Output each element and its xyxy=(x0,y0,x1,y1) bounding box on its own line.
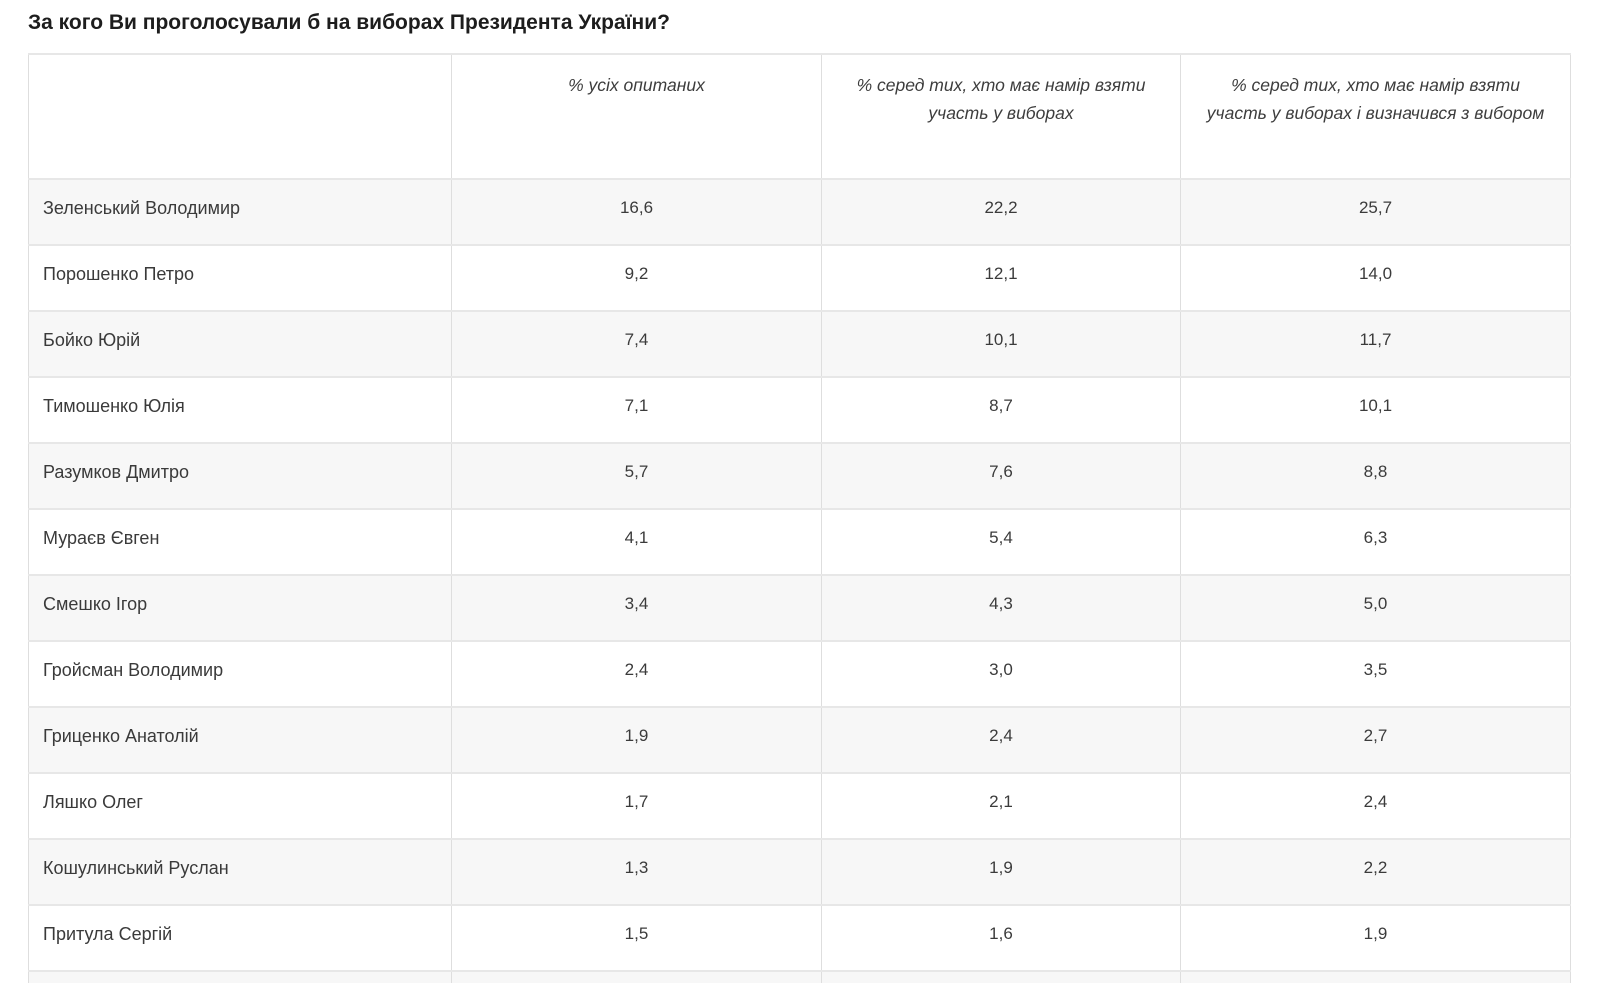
poll-table: % усіх опитаних % серед тих, хто має нам… xyxy=(28,53,1571,983)
pct-decided-value: 8,8 xyxy=(1180,442,1571,510)
candidate-name: Гриценко Анатолій xyxy=(28,706,452,774)
table-row: Зеленський Володимир 16,6 22,2 25,7 xyxy=(28,178,1571,246)
table-row: Тимошенко Юлія 7,1 8,7 10,1 xyxy=(28,376,1571,444)
candidate-name: Притула Сергій xyxy=(28,904,452,972)
pct-decided-value: 10,1 xyxy=(1180,376,1571,444)
pct-all-value: 4,1 xyxy=(451,508,822,576)
table-header: % усіх опитаних % серед тих, хто має нам… xyxy=(28,53,1571,180)
table-row: Кошулинський Руслан 1,3 1,9 2,2 xyxy=(28,838,1571,906)
pct-decided-value: 2,2 xyxy=(1180,838,1571,906)
pct-all-value: 2,4 xyxy=(451,640,822,708)
table-row: Смешко Ігор 3,4 4,3 5,0 xyxy=(28,574,1571,642)
candidate-name: Смешко Ігор xyxy=(28,574,452,642)
pct-intend-value: 10,1 xyxy=(821,310,1181,378)
header-pct-all: % усіх опитаних xyxy=(451,53,822,180)
pct-decided-value: 14,0 xyxy=(1180,244,1571,312)
candidate-name: Тимошенко Юлія xyxy=(28,376,452,444)
pct-all-value: 16,6 xyxy=(451,178,822,246)
table-row: Гриценко Анатолій 1,9 2,4 2,7 xyxy=(28,706,1571,774)
table-row: Притула Сергій 1,5 1,6 1,9 xyxy=(28,904,1571,972)
header-candidate xyxy=(28,53,452,180)
pct-decided-value: 2,4 xyxy=(1180,772,1571,840)
candidate-name: Ляшко Олег xyxy=(28,772,452,840)
header-row: % усіх опитаних % серед тих, хто має нам… xyxy=(28,53,1571,180)
pct-intend-value: 5,4 xyxy=(821,508,1181,576)
header-pct-decided: % серед тих, хто має намір взяти участь … xyxy=(1180,53,1571,180)
table-row: Мураєв Євген 4,1 5,4 6,3 xyxy=(28,508,1571,576)
pct-decided-value: 6,3 xyxy=(1180,508,1571,576)
pct-decided-value xyxy=(1180,970,1571,983)
table-row: Бойко Юрій 7,4 10,1 11,7 xyxy=(28,310,1571,378)
pct-all-value: 1,9 xyxy=(451,706,822,774)
pct-decided-value: 11,7 xyxy=(1180,310,1571,378)
pct-intend-value: 1,6 xyxy=(821,904,1181,972)
pct-all-value: 1,5 xyxy=(451,904,822,972)
pct-decided-value: 5,0 xyxy=(1180,574,1571,642)
pct-intend-value: 1,9 xyxy=(821,838,1181,906)
pct-all-value: 9,2 xyxy=(451,244,822,312)
table-body: Зеленський Володимир 16,6 22,2 25,7 Поро… xyxy=(28,178,1571,983)
candidate-name: Кошулинський Руслан xyxy=(28,838,452,906)
pct-all-value: 7,4 xyxy=(451,310,822,378)
pct-decided-value: 2,7 xyxy=(1180,706,1571,774)
pct-all-value: 1,7 xyxy=(451,772,822,840)
pct-all-value: 1,3 xyxy=(451,838,822,906)
table-row: Ляшко Олег 1,7 2,1 2,4 xyxy=(28,772,1571,840)
pct-intend-value: 22,2 xyxy=(821,178,1181,246)
candidate-name: Зеленський Володимир xyxy=(28,178,452,246)
table-row: Порошенко Петро 9,2 12,1 14,0 xyxy=(28,244,1571,312)
pct-all-value: 7,1 xyxy=(451,376,822,444)
candidate-name: Порошенко Петро xyxy=(28,244,452,312)
pct-all-value: 5,7 xyxy=(451,442,822,510)
candidate-name xyxy=(28,970,452,983)
pct-intend-value: 12,1 xyxy=(821,244,1181,312)
pct-intend-value: 2,4 xyxy=(821,706,1181,774)
candidate-name: Разумков Дмитро xyxy=(28,442,452,510)
table-row: Гройсман Володимир 2,4 3,0 3,5 xyxy=(28,640,1571,708)
pct-all-value: 3,4 xyxy=(451,574,822,642)
candidate-name: Бойко Юрій xyxy=(28,310,452,378)
page-title: За кого Ви проголосували б на виборах Пр… xyxy=(28,11,670,34)
pct-intend-value: 4,3 xyxy=(821,574,1181,642)
table-row xyxy=(28,970,1571,983)
pct-intend-value: 3,0 xyxy=(821,640,1181,708)
pct-intend-value: 2,1 xyxy=(821,772,1181,840)
pct-intend-value xyxy=(821,970,1181,983)
candidate-name: Мураєв Євген xyxy=(28,508,452,576)
pct-intend-value: 8,7 xyxy=(821,376,1181,444)
header-pct-intend: % серед тих, хто має намір взяти участь … xyxy=(821,53,1181,180)
pct-decided-value: 1,9 xyxy=(1180,904,1571,972)
pct-all-value xyxy=(451,970,822,983)
pct-decided-value: 3,5 xyxy=(1180,640,1571,708)
table-row: Разумков Дмитро 5,7 7,6 8,8 xyxy=(28,442,1571,510)
pct-intend-value: 7,6 xyxy=(821,442,1181,510)
candidate-name: Гройсман Володимир xyxy=(28,640,452,708)
pct-decided-value: 25,7 xyxy=(1180,178,1571,246)
